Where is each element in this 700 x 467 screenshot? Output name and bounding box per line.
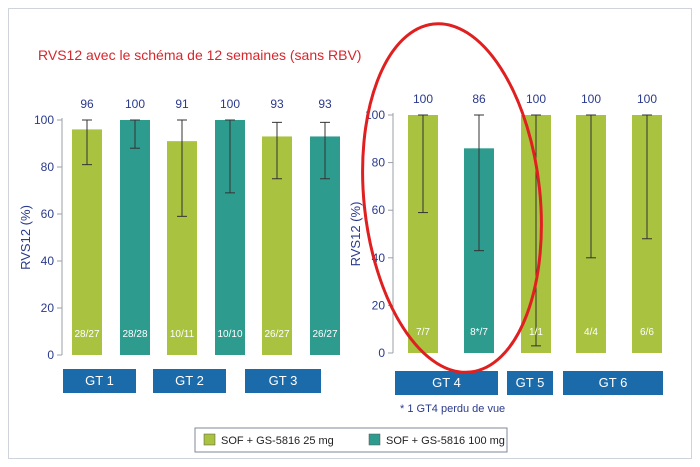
group-box [245, 369, 321, 393]
data-label: 93 [270, 97, 284, 111]
data-label: 93 [318, 97, 332, 111]
y-tick-label: 100 [365, 108, 385, 122]
bar-count-label: 7/7 [416, 327, 430, 338]
group-box [395, 371, 498, 395]
data-label: 100 [220, 97, 240, 111]
data-label: 86 [472, 92, 486, 106]
group-box [563, 371, 663, 395]
group-box [153, 369, 226, 393]
y-tick-label: 20 [41, 301, 55, 315]
legend-swatch [368, 433, 381, 446]
bar-count-label: 1/1 [529, 327, 543, 338]
data-label: 100 [637, 92, 657, 106]
bar-count-label: 8*/7 [470, 327, 488, 338]
group-label: GT 3 [269, 373, 298, 388]
y-axis-label: RVS12 (%) [348, 202, 363, 267]
highlight-ellipse [361, 22, 543, 374]
data-label: 91 [175, 97, 189, 111]
y-tick-label: 20 [372, 298, 386, 312]
group-label: GT 6 [599, 375, 628, 390]
group-label: GT 4 [432, 375, 461, 390]
y-tick-label: 40 [41, 254, 55, 268]
group-box [507, 371, 553, 395]
figure-border [8, 8, 692, 459]
footnote: * 1 GT4 perdu de vue [400, 403, 505, 415]
bar-count-label: 10/11 [170, 329, 195, 340]
y-tick-label: 60 [372, 203, 386, 217]
bar-count-label: 4/4 [584, 327, 598, 338]
bar-count-label: 26/27 [264, 329, 289, 340]
legend-box [194, 427, 508, 453]
data-label: 100 [125, 97, 145, 111]
data-label: 100 [413, 92, 433, 106]
bar-count-label: 28/27 [74, 329, 99, 340]
y-tick-label: 60 [41, 207, 55, 221]
legend-label: SOF + GS-5816 25 mg [221, 435, 334, 447]
chart-title: RVS12 avec le schéma de 12 semaines (san… [38, 47, 361, 63]
bar-count-label: 26/27 [312, 329, 337, 340]
legend-swatch [203, 433, 216, 446]
group-label: GT 1 [85, 373, 114, 388]
y-tick-label: 0 [47, 348, 54, 362]
y-tick-label: 0 [378, 346, 385, 360]
bar-count-label: 6/6 [640, 327, 654, 338]
legend-label: SOF + GS-5816 100 mg [386, 435, 505, 447]
bar-count-label: 28/28 [122, 329, 147, 340]
y-tick-label: 80 [372, 156, 386, 170]
y-axis-label: RVS12 (%) [18, 205, 33, 270]
data-label: 100 [581, 92, 601, 106]
y-tick-label: 100 [34, 113, 54, 127]
bar [120, 120, 150, 355]
group-box [63, 369, 136, 393]
bar-count-label: 10/10 [217, 329, 242, 340]
group-label: GT 5 [516, 375, 545, 390]
data-label: 100 [526, 92, 546, 106]
y-tick-label: 80 [41, 160, 55, 174]
bar [72, 129, 102, 355]
data-label: 96 [80, 97, 94, 111]
group-label: GT 2 [175, 373, 204, 388]
